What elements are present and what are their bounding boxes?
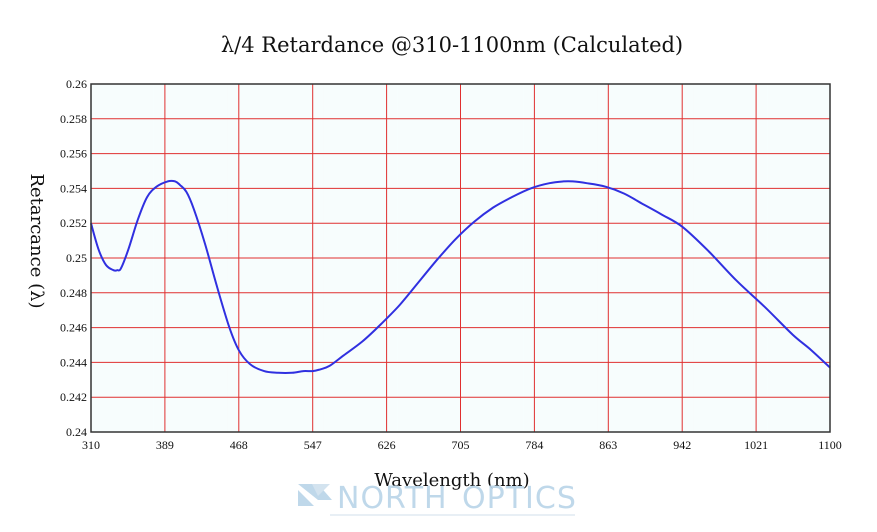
y-tick-label: 0.256 [60,147,87,161]
y-tick-label: 0.242 [60,390,87,404]
x-tick-label: 1021 [744,438,768,452]
y-tick-label: 0.252 [60,216,87,230]
y-tick-label: 0.26 [66,77,87,91]
y-tick-label: 0.248 [60,286,87,300]
north-optics-logo-icon [298,484,332,506]
x-tick-label: 626 [378,438,396,452]
watermark: NORTH OPTICS [298,481,577,516]
watermark-brand-optics: OPTICS [462,481,577,516]
x-tick-label: 1100 [818,438,842,452]
y-tick-label: 0.24 [66,425,87,439]
y-tick-label: 0.25 [66,251,87,265]
y-tick-label: 0.254 [60,181,87,195]
watermark-underline [330,514,575,516]
y-axis-title: Retarcance (λ) [26,173,47,308]
y-tick-label: 0.246 [60,321,87,335]
x-tick-label: 389 [156,438,174,452]
x-tick-label: 705 [452,438,470,452]
x-axis-title: Wavelength (nm) [374,470,529,491]
x-tick-label: 942 [673,438,691,452]
x-tick-label: 310 [82,438,100,452]
grid-lines [91,84,830,432]
y-tick-label: 0.244 [60,355,87,369]
chart-title: λ/4 Retardance @310-1100nm (Calculated) [221,33,683,57]
watermark-brand-north: NORTH [337,481,448,516]
y-tick-label: 0.258 [60,112,87,126]
series-line-retardance [90,179,831,375]
y-axis-ticks: 0.24 0.242 0.244 0.246 0.248 0.25 0.252 0.254 0.… [60,77,87,439]
x-tick-label: 547 [304,438,322,452]
x-tick-label: 784 [525,438,543,452]
x-axis-ticks: 310 389 468 547 626 705 784 863 942 1021 1100 [82,438,842,452]
x-tick-label: 468 [230,438,248,452]
x-tick-label: 863 [599,438,617,452]
plot-frame [90,83,831,433]
